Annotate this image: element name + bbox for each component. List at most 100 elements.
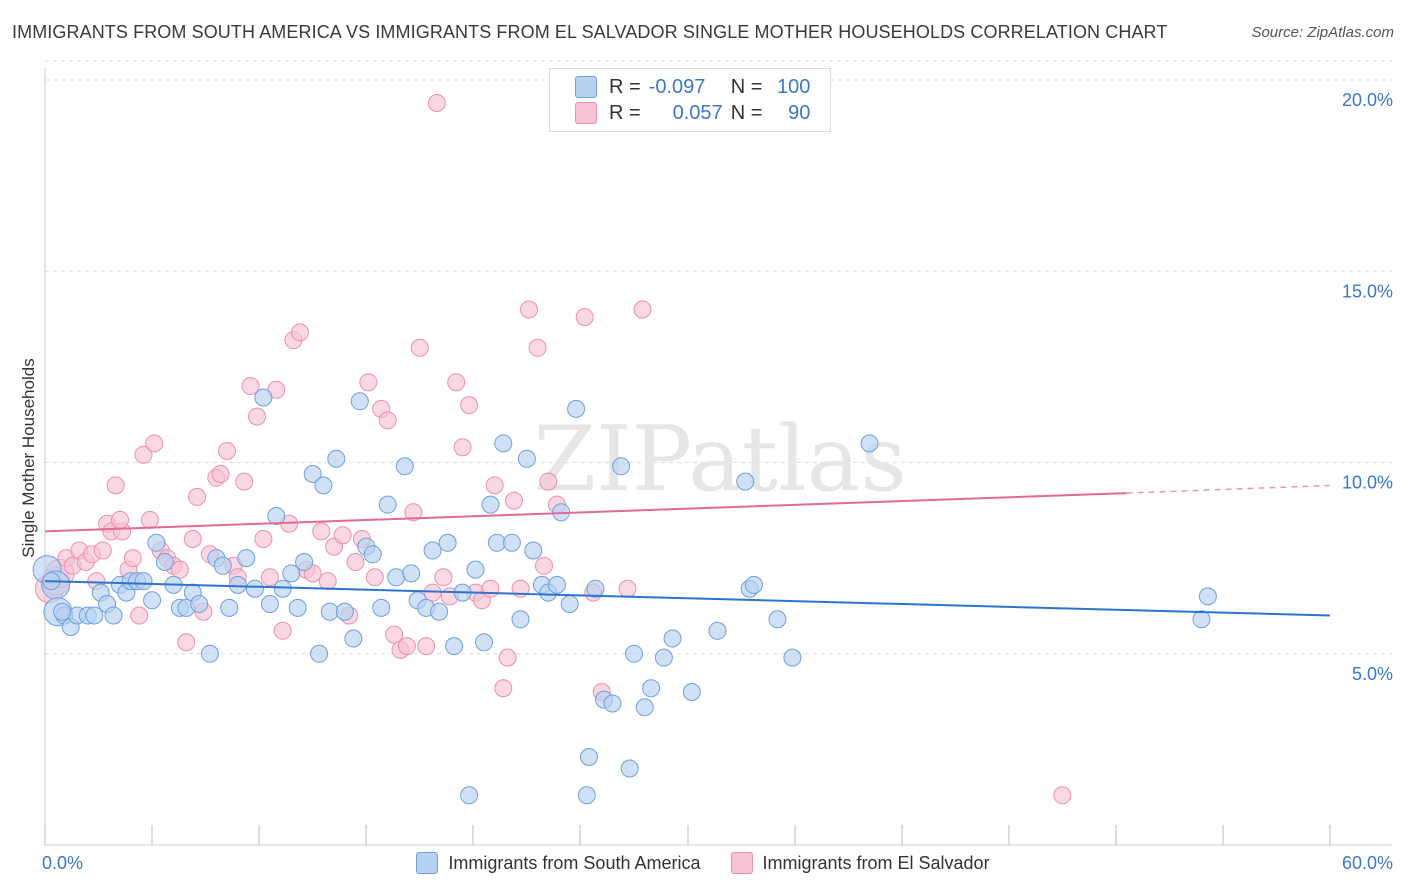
point-el-salvador	[434, 568, 453, 587]
point-south-america	[220, 598, 239, 617]
point-el-salvador	[312, 522, 331, 541]
point-south-america	[635, 698, 654, 717]
point-el-salvador	[346, 553, 365, 571]
point-south-america	[682, 683, 701, 701]
point-south-america	[147, 533, 166, 552]
point-el-salvador	[453, 438, 472, 457]
point-south-america	[466, 560, 485, 579]
point-el-salvador	[134, 445, 153, 464]
point-el-salvador	[183, 530, 202, 548]
x-tick-label: 0.0%	[42, 853, 83, 873]
point-south-america	[303, 465, 322, 483]
point-el-salvador	[385, 625, 404, 644]
point-south-america	[430, 602, 449, 621]
point-el-salvador	[447, 373, 466, 392]
point-south-america	[402, 564, 421, 583]
point-el-salvador	[145, 434, 164, 453]
point-south-america	[708, 621, 727, 640]
legend-item-el-salvador: Immigrants from El Salvador	[730, 852, 990, 874]
point-south-america	[612, 457, 631, 476]
point-south-america	[363, 545, 382, 564]
point-el-salvador	[365, 568, 384, 587]
y-tick-label: 10.0%	[1342, 473, 1393, 493]
point-south-america	[475, 633, 493, 652]
point-south-america	[245, 579, 264, 598]
point-el-salvador	[485, 476, 504, 495]
r-value: -0.097	[648, 75, 706, 98]
point-south-america	[860, 434, 879, 453]
source-label: Source: ZipAtlas.com	[1251, 24, 1394, 41]
point-el-salvador	[520, 300, 538, 319]
blue-swatch	[416, 852, 439, 874]
point-el-salvador	[318, 572, 337, 591]
point-south-america	[327, 449, 346, 468]
point-el-salvador	[218, 442, 236, 460]
legend-label: Immigrants from El Salvador	[762, 852, 990, 873]
point-south-america	[654, 648, 673, 667]
gridlines	[45, 60, 1392, 655]
point-south-america	[494, 434, 513, 453]
point-south-america	[620, 759, 639, 778]
trend-lines	[44, 484, 1331, 617]
point-el-salvador	[618, 579, 637, 598]
point-el-salvador	[123, 549, 142, 568]
point-south-america	[190, 595, 209, 613]
n-value: 90	[788, 101, 811, 124]
points	[32, 94, 1217, 805]
point-south-america	[344, 629, 363, 648]
point-el-salvador	[427, 94, 446, 112]
point-south-america	[372, 598, 391, 617]
y-tick-label: 20.0%	[1342, 90, 1393, 110]
point-south-america	[378, 495, 397, 514]
r-value: 0.057	[672, 101, 723, 124]
legend-item-south-america: Immigrants from South America	[416, 852, 701, 874]
point-el-salvador	[290, 323, 309, 342]
point-el-salvador	[106, 476, 125, 495]
y-tick-label: 15.0%	[1342, 281, 1393, 301]
point-south-america	[547, 575, 566, 594]
point-south-america	[1198, 587, 1217, 606]
inset-legend-row-pink: R = 0.057 N = 90	[575, 100, 810, 126]
point-south-america	[1192, 610, 1211, 629]
r-label: R =	[609, 75, 641, 98]
point-el-salvador	[539, 472, 558, 491]
point-el-salvador	[1053, 786, 1072, 805]
point-south-america	[586, 579, 605, 598]
point-south-america	[134, 572, 153, 591]
point-el-salvador	[241, 377, 260, 395]
point-el-salvador	[177, 633, 196, 652]
point-south-america	[104, 606, 123, 625]
point-south-america	[524, 541, 543, 560]
pink-swatch	[730, 852, 753, 874]
point-el-salvador	[505, 491, 523, 510]
point-south-america	[282, 564, 301, 583]
x-tick-label: 60.0%	[1342, 853, 1393, 873]
point-south-america	[625, 644, 643, 663]
y-axis-label: Single Mother Households	[19, 358, 38, 557]
tick-labels: 5.0% 10.0% 15.0% 20.0% 0.0% 60.0%	[42, 90, 1393, 873]
point-south-america	[288, 598, 307, 617]
n-label: N =	[730, 101, 763, 124]
point-el-salvador	[494, 679, 513, 698]
trend-line-el-salvador-extension	[1126, 484, 1331, 494]
axes	[44, 68, 1392, 846]
point-el-salvador	[140, 510, 159, 529]
point-south-america	[85, 606, 104, 625]
point-south-america	[237, 549, 256, 568]
point-south-america	[736, 472, 755, 491]
point-south-america	[517, 449, 536, 468]
point-south-america	[511, 610, 530, 629]
point-el-salvador	[170, 560, 189, 579]
pink-swatch	[575, 102, 597, 124]
trend-line-el-salvador	[44, 492, 1127, 533]
inset-legend-row-blue: R = -0.097 N = 100	[575, 74, 810, 100]
point-el-salvador	[248, 407, 266, 426]
point-el-salvador	[481, 579, 500, 598]
point-el-salvador	[254, 530, 273, 548]
n-label: N =	[730, 75, 763, 98]
y-tick-label: 5.0%	[1352, 664, 1393, 684]
point-south-america	[155, 553, 174, 571]
point-south-america	[387, 568, 406, 587]
point-south-america	[254, 388, 273, 407]
